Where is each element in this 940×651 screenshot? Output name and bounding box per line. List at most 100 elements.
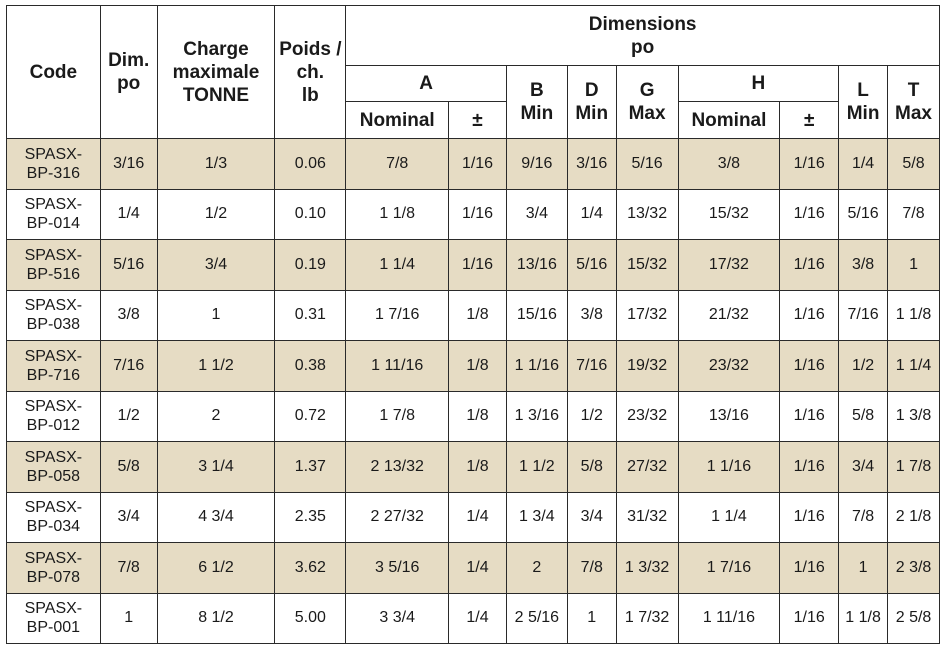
- cell-dim: 3/4: [99, 491, 158, 543]
- cell-b-min: 2 5/16: [505, 592, 568, 644]
- cell-code: SPASX- BP-316: [6, 138, 101, 190]
- cell-h-nominal: 1 7/16: [677, 542, 781, 594]
- cell-d-min: 5/16: [566, 239, 617, 291]
- cell-g-max: 1 7/32: [615, 592, 679, 644]
- cell-t-max: 1 3/8: [887, 390, 940, 442]
- cell-l-min: 7/8: [838, 491, 889, 543]
- header-a-nominal: Nominal: [345, 101, 450, 139]
- cell-h-nominal: 21/32: [677, 289, 781, 341]
- cell-poids: 0.10: [274, 188, 347, 240]
- header-l-min: L Min: [838, 65, 889, 139]
- cell-d-min: 7/16: [566, 340, 617, 392]
- cell-dim: 5/16: [99, 239, 158, 291]
- header-d-min: D Min: [566, 65, 617, 139]
- cell-poids: 0.06: [274, 138, 347, 190]
- cell-code: SPASX- BP-012: [6, 390, 101, 442]
- cell-h-tolerance: 1/16: [779, 188, 840, 240]
- cell-l-min: 1 1/8: [838, 592, 889, 644]
- cell-h-tolerance: 1/16: [779, 491, 840, 543]
- header-a-tolerance: ±: [448, 101, 507, 139]
- cell-a-nominal: 1 1/8: [345, 188, 450, 240]
- cell-h-tolerance: 1/16: [779, 592, 840, 644]
- cell-g-max: 23/32: [615, 390, 679, 442]
- cell-t-max: 2 5/8: [887, 592, 940, 644]
- table-row: SPASX- BP-058 5/8 3 1/4 1.37 2 13/32 1/8 …: [6, 441, 940, 493]
- header-dimensions: Dimensions po: [345, 5, 940, 66]
- cell-b-min: 1 1/16: [505, 340, 568, 392]
- cell-h-tolerance: 1/16: [779, 138, 840, 190]
- table-row: SPASX- BP-012 1/2 2 0.72 1 7/8 1/8 1 3/16…: [6, 390, 940, 442]
- cell-dim: 3/8: [99, 289, 158, 341]
- cell-d-min: 1/2: [566, 390, 617, 442]
- cell-t-max: 7/8: [887, 188, 940, 240]
- cell-b-min: 13/16: [505, 239, 568, 291]
- cell-h-tolerance: 1/16: [779, 542, 840, 594]
- cell-dim: 1/4: [99, 188, 158, 240]
- cell-a-nominal: 1 11/16: [345, 340, 450, 392]
- cell-code: SPASX- BP-716: [6, 340, 101, 392]
- table-row: SPASX- BP-316 3/16 1/3 0.06 7/8 1/16 9/16…: [6, 138, 940, 190]
- cell-charge: 2: [156, 390, 276, 442]
- table-row: SPASX- BP-034 3/4 4 3/4 2.35 2 27/32 1/4 …: [6, 491, 940, 543]
- cell-h-tolerance: 1/16: [779, 441, 840, 493]
- cell-charge: 3/4: [156, 239, 276, 291]
- cell-charge: 1/2: [156, 188, 276, 240]
- cell-poids: 0.31: [274, 289, 347, 341]
- cell-g-max: 5/16: [615, 138, 679, 190]
- cell-charge: 1/3: [156, 138, 276, 190]
- cell-g-max: 27/32: [615, 441, 679, 493]
- cell-a-tolerance: 1/16: [448, 138, 507, 190]
- cell-l-min: 1/4: [838, 138, 889, 190]
- header-poids: Poids / ch. lb: [274, 5, 347, 139]
- cell-b-min: 1 3/16: [505, 390, 568, 442]
- cell-t-max: 2 1/8: [887, 491, 940, 543]
- cell-t-max: 1 1/8: [887, 289, 940, 341]
- header-b-min: B Min: [505, 65, 568, 139]
- header-h: H: [677, 65, 840, 102]
- cell-g-max: 15/32: [615, 239, 679, 291]
- cell-code: SPASX- BP-034: [6, 491, 101, 543]
- cell-a-nominal: 1 1/4: [345, 239, 450, 291]
- header-g-max: G Max: [615, 65, 679, 139]
- cell-d-min: 3/8: [566, 289, 617, 341]
- cell-h-nominal: 3/8: [677, 138, 781, 190]
- cell-code: SPASX- BP-058: [6, 441, 101, 493]
- cell-b-min: 1 1/2: [505, 441, 568, 493]
- cell-a-tolerance: 1/8: [448, 441, 507, 493]
- cell-a-nominal: 3 5/16: [345, 542, 450, 594]
- cell-poids: 0.19: [274, 239, 347, 291]
- cell-h-nominal: 15/32: [677, 188, 781, 240]
- cell-charge: 6 1/2: [156, 542, 276, 594]
- cell-l-min: 5/16: [838, 188, 889, 240]
- cell-b-min: 1 3/4: [505, 491, 568, 543]
- cell-h-nominal: 17/32: [677, 239, 781, 291]
- cell-h-nominal: 23/32: [677, 340, 781, 392]
- cell-l-min: 5/8: [838, 390, 889, 442]
- cell-a-nominal: 1 7/8: [345, 390, 450, 442]
- cell-a-nominal: 3 3/4: [345, 592, 450, 644]
- table-row: SPASX- BP-078 7/8 6 1/2 3.62 3 5/16 1/4 2…: [6, 542, 940, 594]
- cell-b-min: 15/16: [505, 289, 568, 341]
- cell-h-nominal: 1 11/16: [677, 592, 781, 644]
- header-h-tolerance: ±: [779, 101, 840, 139]
- cell-g-max: 1 3/32: [615, 542, 679, 594]
- table-row: SPASX- BP-038 3/8 1 0.31 1 7/16 1/8 15/16…: [6, 289, 940, 341]
- cell-a-nominal: 7/8: [345, 138, 450, 190]
- cell-dim: 1/2: [99, 390, 158, 442]
- specification-table: Code Dim. po Charge maximale TONNE Poids…: [6, 5, 940, 644]
- cell-charge: 4 3/4: [156, 491, 276, 543]
- table-row: SPASX- BP-716 7/16 1 1/2 0.38 1 11/16 1/8…: [6, 340, 940, 392]
- cell-poids: 3.62: [274, 542, 347, 594]
- cell-h-tolerance: 1/16: [779, 239, 840, 291]
- cell-l-min: 3/8: [838, 239, 889, 291]
- cell-t-max: 5/8: [887, 138, 940, 190]
- cell-t-max: 1: [887, 239, 940, 291]
- header-charge: Charge maximale TONNE: [156, 5, 276, 139]
- cell-poids: 0.72: [274, 390, 347, 442]
- cell-g-max: 13/32: [615, 188, 679, 240]
- cell-dim: 7/8: [99, 542, 158, 594]
- cell-code: SPASX- BP-078: [6, 542, 101, 594]
- cell-d-min: 7/8: [566, 542, 617, 594]
- cell-poids: 1.37: [274, 441, 347, 493]
- cell-d-min: 3/16: [566, 138, 617, 190]
